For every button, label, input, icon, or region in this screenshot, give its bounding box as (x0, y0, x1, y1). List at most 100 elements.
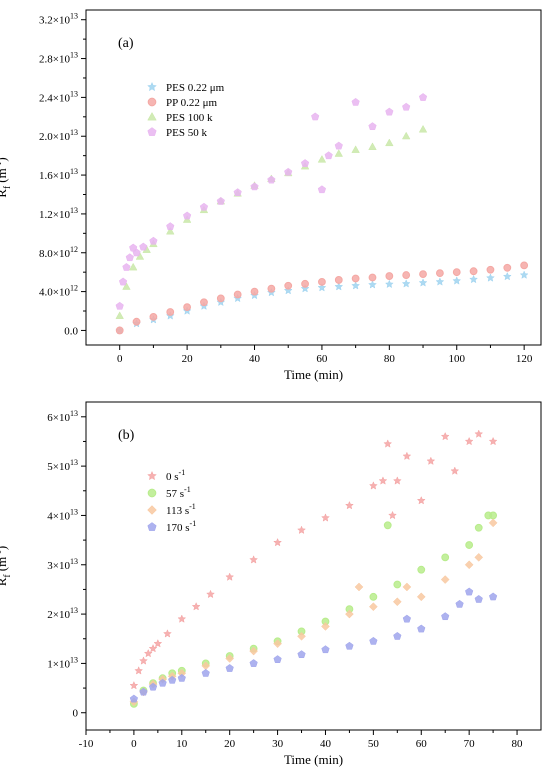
legend-marker (147, 81, 157, 92)
x-tick-label: 70 (464, 738, 476, 750)
data-point (317, 155, 327, 163)
legend-marker (147, 488, 157, 498)
data-point (383, 521, 392, 530)
data-point (489, 592, 498, 601)
data-point (474, 553, 484, 562)
data-point (134, 666, 144, 675)
y-tick-label: 4.0×1012 (39, 284, 78, 299)
data-point (273, 655, 282, 663)
data-point (311, 112, 320, 121)
y-tick-label: 2×1013 (47, 606, 78, 621)
data-point (418, 93, 428, 101)
data-point (122, 282, 131, 290)
data-point (469, 274, 479, 284)
data-point (249, 659, 258, 667)
x-tick-label: 120 (516, 353, 533, 365)
data-point (502, 271, 512, 281)
data-point (317, 185, 327, 194)
data-point (402, 271, 411, 279)
data-point (149, 236, 158, 245)
data-point (132, 317, 141, 326)
data-point (334, 276, 343, 284)
data-point (297, 650, 306, 659)
data-point (317, 283, 327, 292)
data-point (273, 639, 282, 649)
data-point (345, 500, 354, 510)
data-point (393, 631, 402, 640)
data-point (199, 202, 209, 211)
plot-area (129, 429, 498, 708)
data-point (284, 281, 293, 290)
data-point (351, 281, 361, 290)
data-point (368, 280, 377, 289)
x-axis-title: Time (min) (284, 367, 343, 382)
data-point (300, 284, 310, 293)
data-point (465, 541, 474, 549)
data-point (416, 495, 426, 505)
data-point (149, 312, 158, 321)
data-point (139, 687, 148, 696)
x-tick-label: 30 (272, 738, 284, 750)
legend: 0 s-1 57 s-1 113 s-1 170 s-1 (147, 468, 196, 534)
x-tick-label: 0 (117, 353, 123, 365)
y-tick-label: 0.0 (64, 325, 78, 337)
data-point (115, 311, 124, 319)
data-point (139, 656, 148, 665)
y-tick-label: 8.0×1012 (39, 245, 78, 260)
data-point (401, 279, 411, 288)
data-point (250, 182, 259, 191)
series-0 (129, 429, 498, 690)
y-tick-label: 0 (73, 708, 79, 720)
data-point (486, 265, 495, 274)
data-point (402, 582, 412, 592)
data-point (201, 668, 210, 677)
data-point (351, 145, 360, 153)
data-point (283, 285, 293, 295)
x-tick-label: 0 (131, 738, 137, 750)
data-point (455, 599, 464, 608)
data-point (486, 273, 495, 282)
data-point (392, 476, 402, 485)
data-point (324, 151, 333, 160)
data-point (301, 279, 309, 288)
data-point (334, 149, 344, 157)
legend-label: PES 50 k (166, 127, 207, 139)
data-point (351, 97, 360, 106)
panel-label: (b) (118, 428, 135, 443)
data-point (143, 648, 153, 658)
data-point (369, 592, 378, 601)
data-point (321, 645, 330, 654)
data-point (148, 682, 158, 691)
data-point (115, 326, 124, 335)
data-point (177, 614, 187, 623)
data-point (419, 270, 427, 279)
legend: PES 0.22 μm PP 0.22 μm PES 100 k PES 50 k (147, 81, 225, 139)
data-point (388, 510, 397, 520)
data-point (233, 188, 242, 197)
y-tick-label: 5×1013 (47, 458, 78, 473)
data-point (233, 290, 242, 299)
data-point (402, 451, 412, 461)
data-point (297, 631, 306, 641)
data-point (249, 646, 258, 656)
series-3 (129, 587, 498, 703)
legend-label: PES 0.22 μm (166, 82, 225, 94)
data-point (148, 643, 158, 653)
data-point (216, 294, 225, 303)
data-point (267, 284, 276, 293)
data-point (125, 253, 134, 262)
data-point (115, 301, 124, 310)
data-point (168, 675, 177, 684)
data-point (321, 622, 330, 631)
data-point (129, 694, 138, 703)
legend-marker (147, 505, 157, 515)
legend-marker (147, 97, 157, 107)
x-tick-label: 20 (182, 353, 194, 365)
y-axis-title: Rf (m-1) (0, 157, 12, 197)
data-point (345, 641, 354, 650)
data-point (128, 262, 138, 271)
legend-label: PP 0.22 μm (166, 97, 217, 109)
data-point (118, 277, 128, 286)
data-point (183, 211, 192, 220)
data-point (249, 555, 259, 564)
